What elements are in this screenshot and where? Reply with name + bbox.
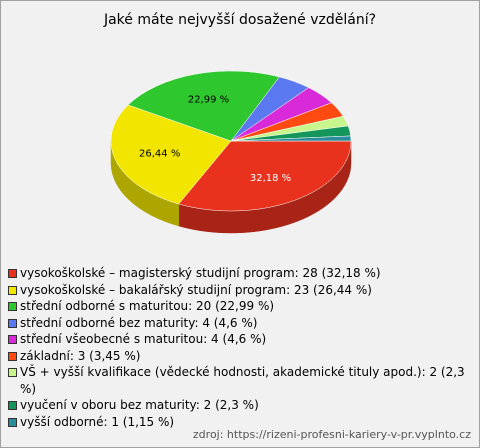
legend-swatch [8,302,17,311]
pie-slice [230,135,352,142]
legend-label: VŠ + vyšší kvalifikace (vědecké hodnosti… [20,365,465,396]
slice-label: 26,44 % [139,148,180,159]
legend-swatch [8,285,17,295]
legend-swatch [8,401,17,410]
legend-swatch [8,269,17,278]
legend-item: vyšší odborné: 1 (1,15 %) [8,414,470,431]
legend-label: střední odborné s maturitou: 20 (22,99 %… [20,299,275,313]
pie-slice [127,70,280,142]
legend-item: VŠ + vyšší kvalifikace (vědecké hodnosti… [8,364,470,397]
legend-swatch [8,351,17,361]
legend-label: vyučení v oboru bez maturity: 2 (2,3 %) [20,398,259,412]
legend-label: vyšší odborné: 1 (1,15 %) [20,414,175,429]
legend-swatch [8,318,17,328]
legend-label: vysokoškolské – magisterský studijní pro… [20,266,381,280]
pie-slice [110,104,232,205]
slice-label: 22,99 % [188,95,229,106]
legend-label: střední odborné bez maturity: 4 (4,6 %) [20,315,258,330]
pie-area: Jaké máte nejvyšší dosažené vzdělání? 32… [103,12,376,234]
legend-item: střední odborné s maturitou: 20 (22,99 %… [8,298,470,315]
legend-item: vyučení v oboru bez maturity: 2 (2,3 %) [8,397,470,414]
legend-item: vysokoškolské – magisterský studijní pro… [8,265,470,282]
legend-item: střední odborné bez maturity: 4 (4,6 %) [8,315,470,332]
legend: vysokoškolské – magisterský studijní pro… [8,265,470,430]
legend-label: střední všeobecné s maturitou: 4 (4,6 %) [20,332,267,346]
source: zdroj: https://rizeni-profesni-kariery-v… [192,428,471,441]
legend-label: vysokoškolské – bakalářský studijní prog… [20,282,372,297]
legend-swatch [8,417,17,427]
legend-swatch [8,335,17,344]
pie-slice [178,140,352,212]
legend-item: vysokoškolské – bakalářský studijní prog… [8,282,470,299]
legend-label: základní: 3 (3,45 %) [20,348,141,363]
legend-swatch [8,368,17,377]
slice-label: 32,18 % [250,173,291,184]
legend-item: základní: 3 (3,45 %) [8,348,470,365]
legend-item: střední všeobecné s maturitou: 4 (4,6 %) [8,331,470,348]
chart-title: Jaké máte nejvyšší dosažené vzdělání? [103,12,376,28]
